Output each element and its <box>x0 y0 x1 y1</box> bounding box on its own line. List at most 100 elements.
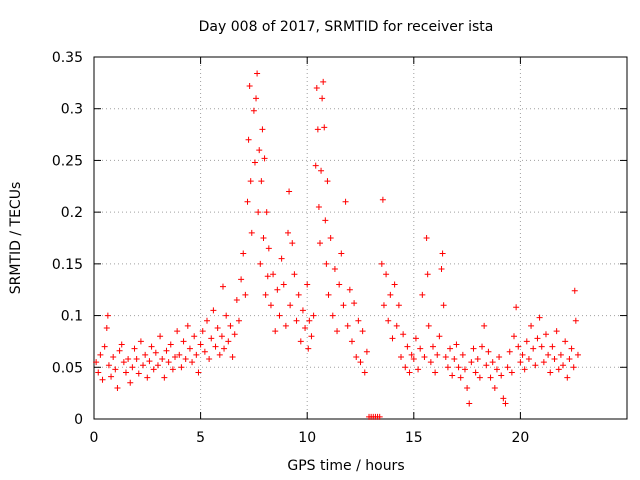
data-point <box>483 362 490 369</box>
data-point <box>453 341 460 348</box>
y-tick-label: 0.35 <box>52 50 83 66</box>
data-point <box>391 281 398 288</box>
data-point <box>318 167 325 174</box>
data-point <box>197 341 204 348</box>
data-point <box>223 312 230 319</box>
data-point <box>195 369 202 376</box>
data-point <box>315 203 322 210</box>
data-point <box>122 369 129 376</box>
data-point <box>389 335 396 342</box>
data-point <box>244 198 251 205</box>
data-point <box>376 413 383 420</box>
data-point <box>272 328 279 335</box>
data-point <box>406 369 413 376</box>
data-point <box>344 322 351 329</box>
data-point <box>295 291 302 298</box>
data-point <box>557 351 564 358</box>
y-tick-label: 0.1 <box>61 309 83 325</box>
data-point <box>297 338 304 345</box>
data-point <box>306 317 313 324</box>
data-point <box>304 281 311 288</box>
data-point <box>439 250 446 257</box>
data-point <box>491 384 498 391</box>
data-point <box>410 356 417 363</box>
data-point <box>240 250 247 257</box>
data-point <box>246 82 253 89</box>
data-point <box>500 395 507 402</box>
data-point <box>108 373 115 380</box>
data-point <box>258 178 265 185</box>
data-point <box>417 345 424 352</box>
data-point <box>282 322 289 329</box>
data-point <box>572 317 579 324</box>
data-point <box>455 364 462 371</box>
data-point <box>327 235 334 241</box>
data-point <box>199 328 206 335</box>
data-point <box>498 372 505 379</box>
data-point <box>472 369 479 376</box>
data-point <box>348 338 355 345</box>
data-point <box>474 356 481 363</box>
data-point <box>419 291 426 298</box>
data-point <box>125 356 132 363</box>
data-point <box>101 343 108 350</box>
data-point <box>395 302 402 309</box>
data-point <box>280 281 287 288</box>
plot-frame <box>93 56 628 420</box>
x-tick-label: 0 <box>90 430 99 446</box>
data-point <box>257 260 264 267</box>
data-point <box>511 333 518 340</box>
data-point <box>493 366 500 373</box>
data-point <box>542 331 549 338</box>
data-point <box>423 235 430 241</box>
data-point <box>176 351 183 358</box>
data-point <box>299 307 306 314</box>
data-point <box>357 359 364 366</box>
data-point <box>340 302 347 309</box>
data-point <box>267 302 274 309</box>
data-point <box>116 347 123 354</box>
data-point <box>114 384 121 391</box>
data-point <box>346 286 353 293</box>
y-tick-label: 0.2 <box>61 205 83 221</box>
data-point <box>415 366 422 373</box>
x-tick-label: 5 <box>196 430 205 446</box>
data-point <box>502 400 509 407</box>
data-point <box>127 379 134 386</box>
data-point <box>104 312 111 319</box>
data-point <box>481 322 488 329</box>
data-point <box>227 322 234 329</box>
grid <box>94 57 627 419</box>
y-tick-label: 0 <box>74 412 83 428</box>
data-point <box>118 341 125 348</box>
data-point <box>517 359 524 366</box>
data-point <box>165 359 172 366</box>
data-point <box>400 331 407 338</box>
data-point <box>321 124 328 131</box>
data-point <box>438 266 445 273</box>
data-point <box>489 359 496 366</box>
data-point <box>466 400 473 407</box>
data-point <box>263 209 270 216</box>
data-point <box>487 374 494 381</box>
data-point <box>334 328 341 335</box>
data-point <box>219 283 226 290</box>
data-point <box>525 356 532 363</box>
data-point <box>163 347 170 354</box>
data-point <box>322 217 329 224</box>
data-point <box>476 374 483 381</box>
data-point <box>547 369 554 376</box>
data-point <box>425 322 432 329</box>
data-point <box>331 266 338 273</box>
data-point <box>206 356 213 363</box>
data-point <box>169 366 176 373</box>
data-point <box>140 362 147 369</box>
data-point <box>265 245 272 252</box>
data-point <box>421 353 428 360</box>
data-point <box>442 353 449 360</box>
data-point <box>355 317 362 324</box>
y-tick-label: 0.3 <box>61 102 83 118</box>
data-point <box>555 366 562 373</box>
data-point <box>312 162 319 169</box>
data-point <box>359 328 366 335</box>
